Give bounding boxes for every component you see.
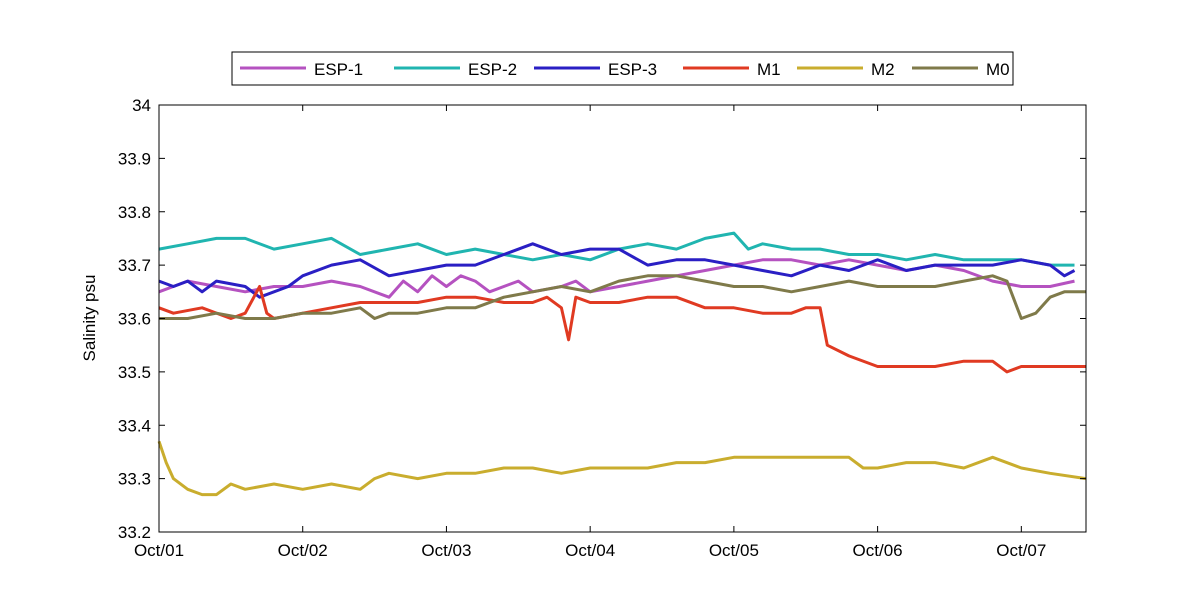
y-tick-label: 33.5 [118, 363, 151, 382]
y-tick-label: 33.2 [118, 523, 151, 542]
tick-layer: 33.2 33.3 33.4 33.5 33.6 33.7 33.8 33.9 34 Oct/01… [118, 96, 1086, 560]
legend-label-esp-1: ESP-1 [314, 60, 363, 79]
x-tick-label: Oct/02 [278, 541, 328, 560]
x-tick-label: Oct/01 [134, 541, 184, 560]
x-tick-label: Oct/06 [853, 541, 903, 560]
series-line-esp-2 [158, 231, 1075, 267]
y-axis-label: Salinity psu [80, 275, 99, 362]
legend: ESP-1 ESP-2 ESP-3 M1 M2 M0 [231, 51, 1014, 86]
legend-label-esp-3: ESP-3 [608, 60, 657, 79]
legend-label-m2: M2 [871, 60, 895, 79]
x-tick-label: Oct/07 [996, 541, 1046, 560]
x-tick-label: Oct/03 [421, 541, 471, 560]
y-tick-label: 33.8 [118, 203, 151, 222]
series-line-m2 [157, 440, 1087, 497]
legend-label-m0: M0 [986, 60, 1010, 79]
legend-box [231, 51, 1014, 86]
legend-label-esp-2: ESP-2 [468, 60, 517, 79]
y-tick-label: 33.9 [118, 149, 151, 168]
x-tick-label: Oct/04 [565, 541, 615, 560]
y-tick-label: 33.6 [118, 310, 151, 329]
series-layer [157, 231, 1087, 497]
y-tick-label: 33.7 [118, 256, 151, 275]
y-tick-label: 33.3 [118, 470, 151, 489]
x-tick-label: Oct/05 [709, 541, 759, 560]
series-line-m0 [159, 274, 1086, 320]
y-tick-label: 34 [132, 96, 151, 115]
legend-label-m1: M1 [757, 60, 781, 79]
series-line-esp-3 [158, 242, 1076, 299]
y-tick-label: 33.4 [118, 416, 151, 435]
